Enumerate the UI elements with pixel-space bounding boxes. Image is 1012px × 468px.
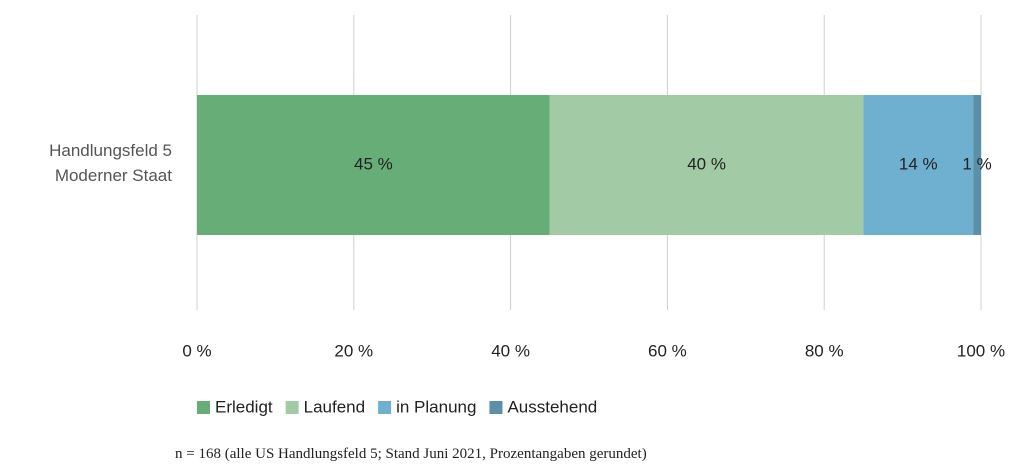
category-label: Handlungsfeld 5 Moderner Staat [49,141,172,185]
data-label: 45 % [354,154,393,173]
x-tick-label: 40 % [491,341,530,360]
legend-label: Ausstehend [507,397,597,416]
data-label: 1 % [962,154,991,173]
legend-label: in Planung [396,397,476,416]
legend-label: Laufend [304,397,365,416]
data-label: 40 % [687,154,726,173]
legend-label: Erledigt [215,397,273,416]
bar-segment [863,95,974,235]
x-tick-label: 60 % [648,341,687,360]
legend-swatch [489,401,503,414]
data-label: 14 % [899,154,938,173]
bar-segment [549,95,864,235]
footnote: n = 168 (alle US Handlungsfeld 5; Stand … [175,446,647,462]
x-tick-label: 20 % [334,341,373,360]
legend-swatch [197,401,210,414]
legend-swatch [285,401,299,414]
x-tick-label: 0 % [182,341,211,360]
x-tick-label: 100 % [957,341,1005,360]
bar-segment [197,95,550,235]
legend-swatch [378,401,392,414]
x-tick-label: 80 % [805,341,844,360]
bar-segment [973,95,981,235]
